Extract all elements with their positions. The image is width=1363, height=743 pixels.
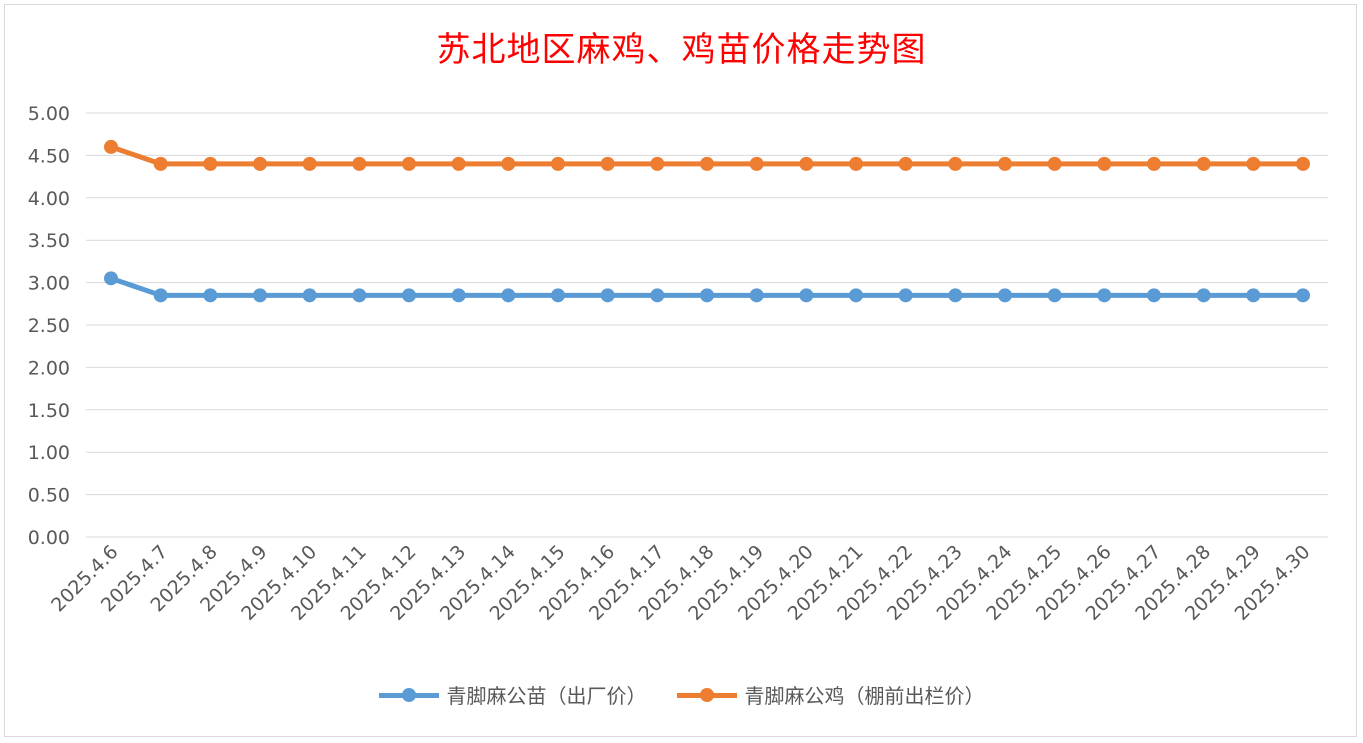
data-point[interactable]	[749, 156, 764, 171]
y-tick-label: 0.00	[28, 527, 70, 549]
legend-swatch-orange-icon	[676, 687, 737, 702]
data-point[interactable]	[600, 288, 615, 303]
data-point[interactable]	[253, 288, 267, 303]
x-axis-ticks: 2025.4.62025.4.72025.4.82025.4.92025.4.1…	[47, 541, 1314, 625]
data-point[interactable]	[1296, 156, 1310, 171]
data-point[interactable]	[1097, 288, 1112, 303]
chart-frame	[4, 4, 1357, 737]
data-point[interactable]	[700, 156, 714, 171]
data-point[interactable]	[1047, 156, 1062, 171]
data-point[interactable]	[402, 288, 416, 303]
series-1	[104, 139, 1310, 171]
data-point[interactable]	[352, 156, 367, 171]
data-point[interactable]	[849, 288, 863, 303]
data-point[interactable]	[451, 156, 466, 171]
data-point[interactable]	[302, 156, 317, 171]
data-point[interactable]	[1047, 288, 1062, 303]
y-tick-label: 5.00	[28, 103, 70, 125]
y-tick-label: 1.00	[28, 442, 70, 464]
y-tick-label: 2.00	[28, 357, 70, 379]
y-tick-label: 4.50	[28, 145, 70, 167]
legend: 青脚麻公苗（出厂价） 青脚麻公鸡（棚前出栏价）	[0, 680, 1363, 709]
data-point[interactable]	[1246, 288, 1261, 303]
data-point[interactable]	[1147, 156, 1161, 171]
data-point[interactable]	[153, 288, 168, 303]
data-point[interactable]	[600, 156, 615, 171]
data-point[interactable]	[898, 288, 913, 303]
data-point[interactable]	[352, 288, 367, 303]
legend-label-seedling: 青脚麻公苗（出厂价）	[446, 684, 647, 708]
y-axis-ticks: 0.00 0.50 1.00 1.50 2.00 2.50 3.00 3.50 4.00 4.50…	[28, 103, 70, 549]
data-point[interactable]	[153, 156, 168, 171]
data-point[interactable]	[650, 156, 665, 171]
data-point[interactable]	[451, 288, 466, 303]
data-point[interactable]	[1296, 288, 1310, 303]
data-point[interactable]	[700, 288, 714, 303]
data-point[interactable]	[501, 156, 516, 171]
data-point[interactable]	[998, 156, 1012, 171]
data-point[interactable]	[650, 288, 665, 303]
y-tick-label: 1.50	[28, 400, 70, 422]
y-tick-label: 3.50	[28, 230, 70, 252]
y-tick-label: 2.50	[28, 315, 70, 337]
data-point[interactable]	[948, 156, 963, 171]
data-point[interactable]	[1097, 156, 1112, 171]
data-point[interactable]	[551, 288, 565, 303]
series-0	[104, 271, 1310, 303]
y-tick-label: 3.00	[28, 273, 70, 295]
data-point[interactable]	[402, 156, 416, 171]
legend-item-seedling[interactable]: 青脚麻公苗（出厂价）	[378, 680, 647, 709]
data-point[interactable]	[1196, 156, 1211, 171]
data-point[interactable]	[749, 288, 764, 303]
data-point[interactable]	[799, 288, 814, 303]
legend-label-rooster: 青脚麻公鸡（棚前出栏价）	[744, 684, 985, 708]
data-point[interactable]	[501, 288, 516, 303]
data-point[interactable]	[203, 288, 218, 303]
data-point[interactable]	[898, 156, 913, 171]
legend-item-rooster[interactable]: 青脚麻公鸡（棚前出栏价）	[676, 680, 985, 709]
chart-title: 苏北地区麻鸡、鸡苗价格走势图	[436, 30, 927, 70]
data-point[interactable]	[104, 271, 118, 286]
y-tick-label: 4.00	[28, 188, 70, 210]
data-point[interactable]	[998, 288, 1012, 303]
data-point[interactable]	[799, 156, 814, 171]
series-layer	[104, 139, 1310, 303]
data-point[interactable]	[1147, 288, 1161, 303]
data-point[interactable]	[302, 288, 317, 303]
grid-layer	[86, 112, 1328, 538]
data-point[interactable]	[203, 156, 218, 171]
data-point[interactable]	[849, 156, 863, 171]
data-point[interactable]	[1246, 156, 1261, 171]
data-point[interactable]	[948, 288, 963, 303]
data-point[interactable]	[551, 156, 565, 171]
data-point[interactable]	[253, 156, 267, 171]
y-tick-label: 0.50	[28, 485, 70, 507]
data-point[interactable]	[1196, 288, 1211, 303]
data-point[interactable]	[104, 139, 118, 154]
legend-swatch-blue-icon	[378, 687, 439, 702]
